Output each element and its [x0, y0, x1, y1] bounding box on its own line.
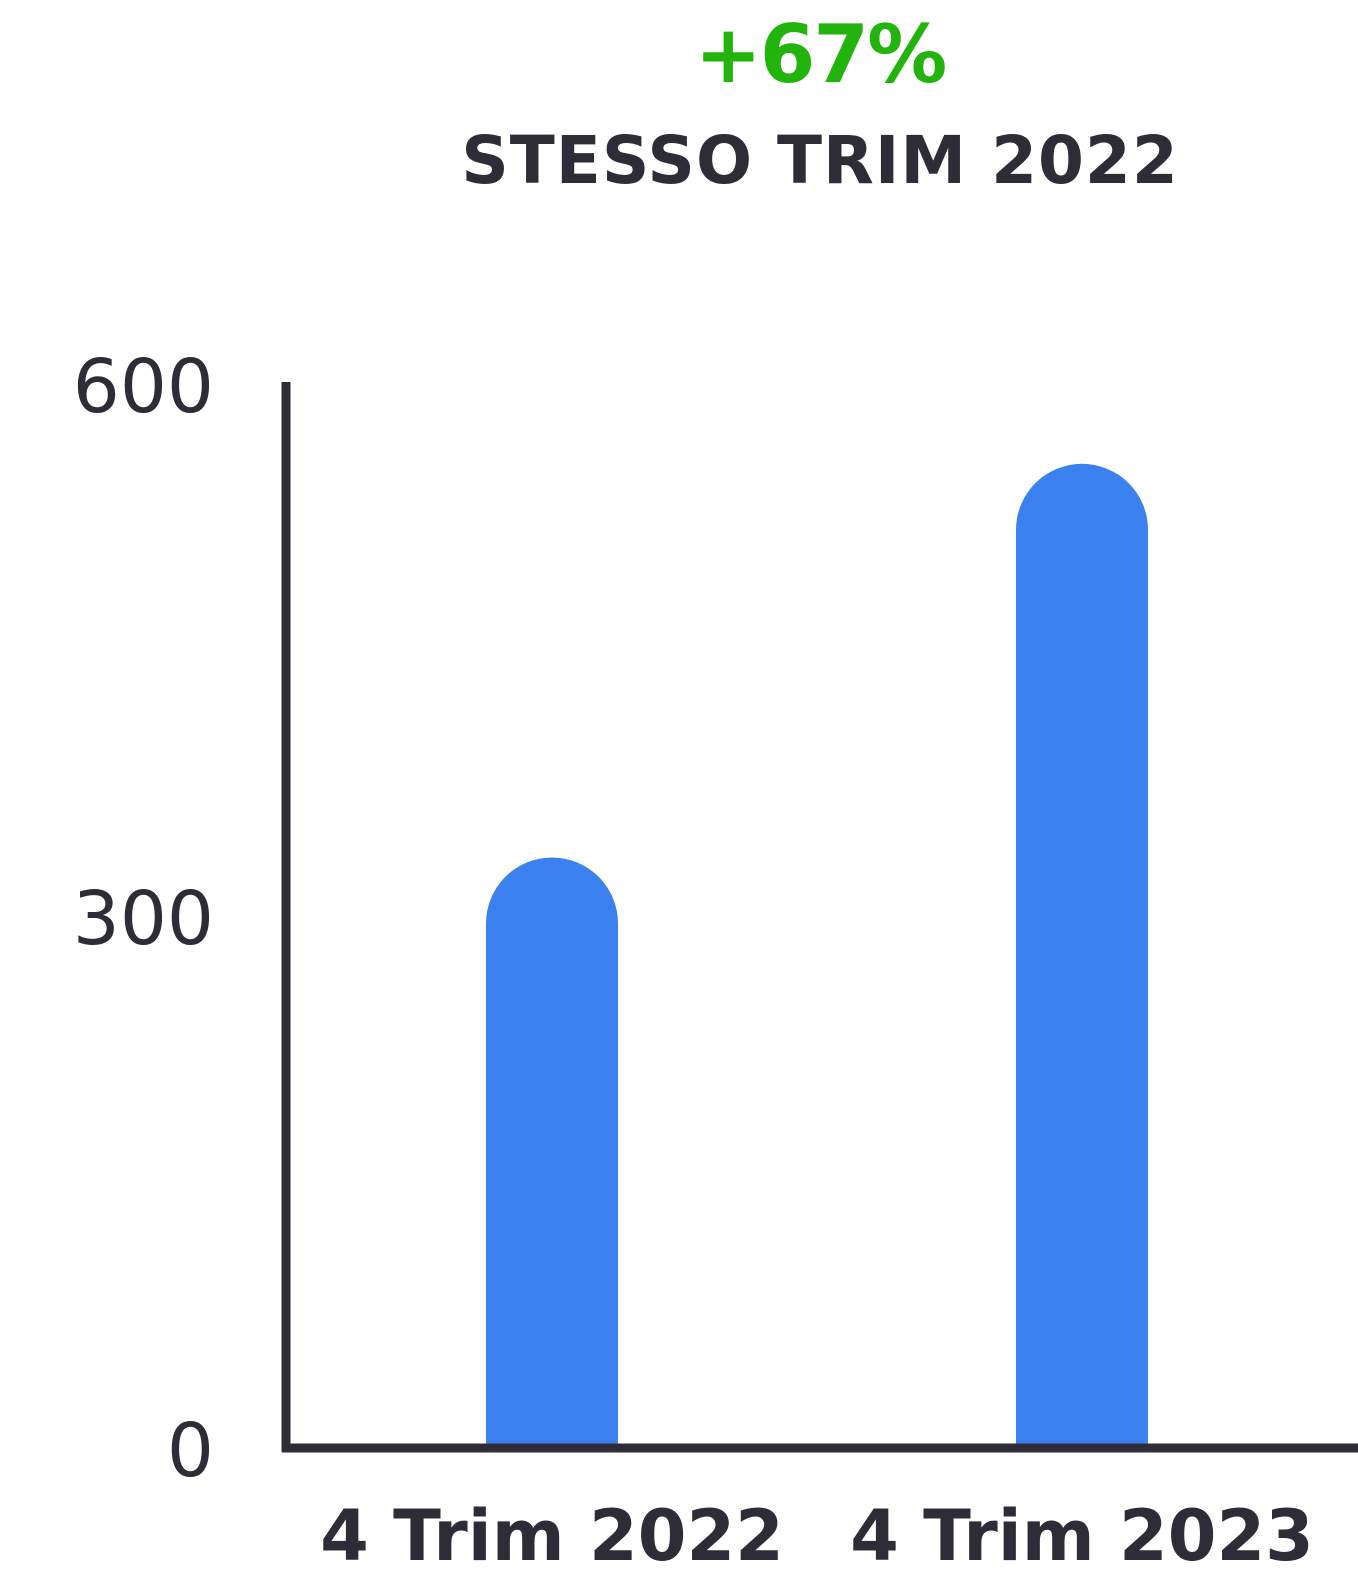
- bar-1: [1016, 463, 1148, 1448]
- change-percentage: +67%: [694, 8, 948, 101]
- bars: [486, 463, 1148, 1448]
- comparison-subtitle: STESSO TRIM 2022: [461, 122, 1179, 199]
- y-axis-ticks: 0 300 600: [73, 344, 214, 1494]
- bar-0: [486, 857, 618, 1448]
- x-category-label: 4 Trim 2023: [850, 1495, 1314, 1577]
- y-tick-label: 600: [73, 344, 214, 430]
- y-tick-label: 0: [167, 1408, 214, 1494]
- x-axis-labels: 4 Trim 2022 4 Trim 2023: [320, 1495, 1314, 1577]
- y-tick-label: 300: [73, 876, 214, 962]
- x-category-label: 4 Trim 2022: [320, 1495, 784, 1577]
